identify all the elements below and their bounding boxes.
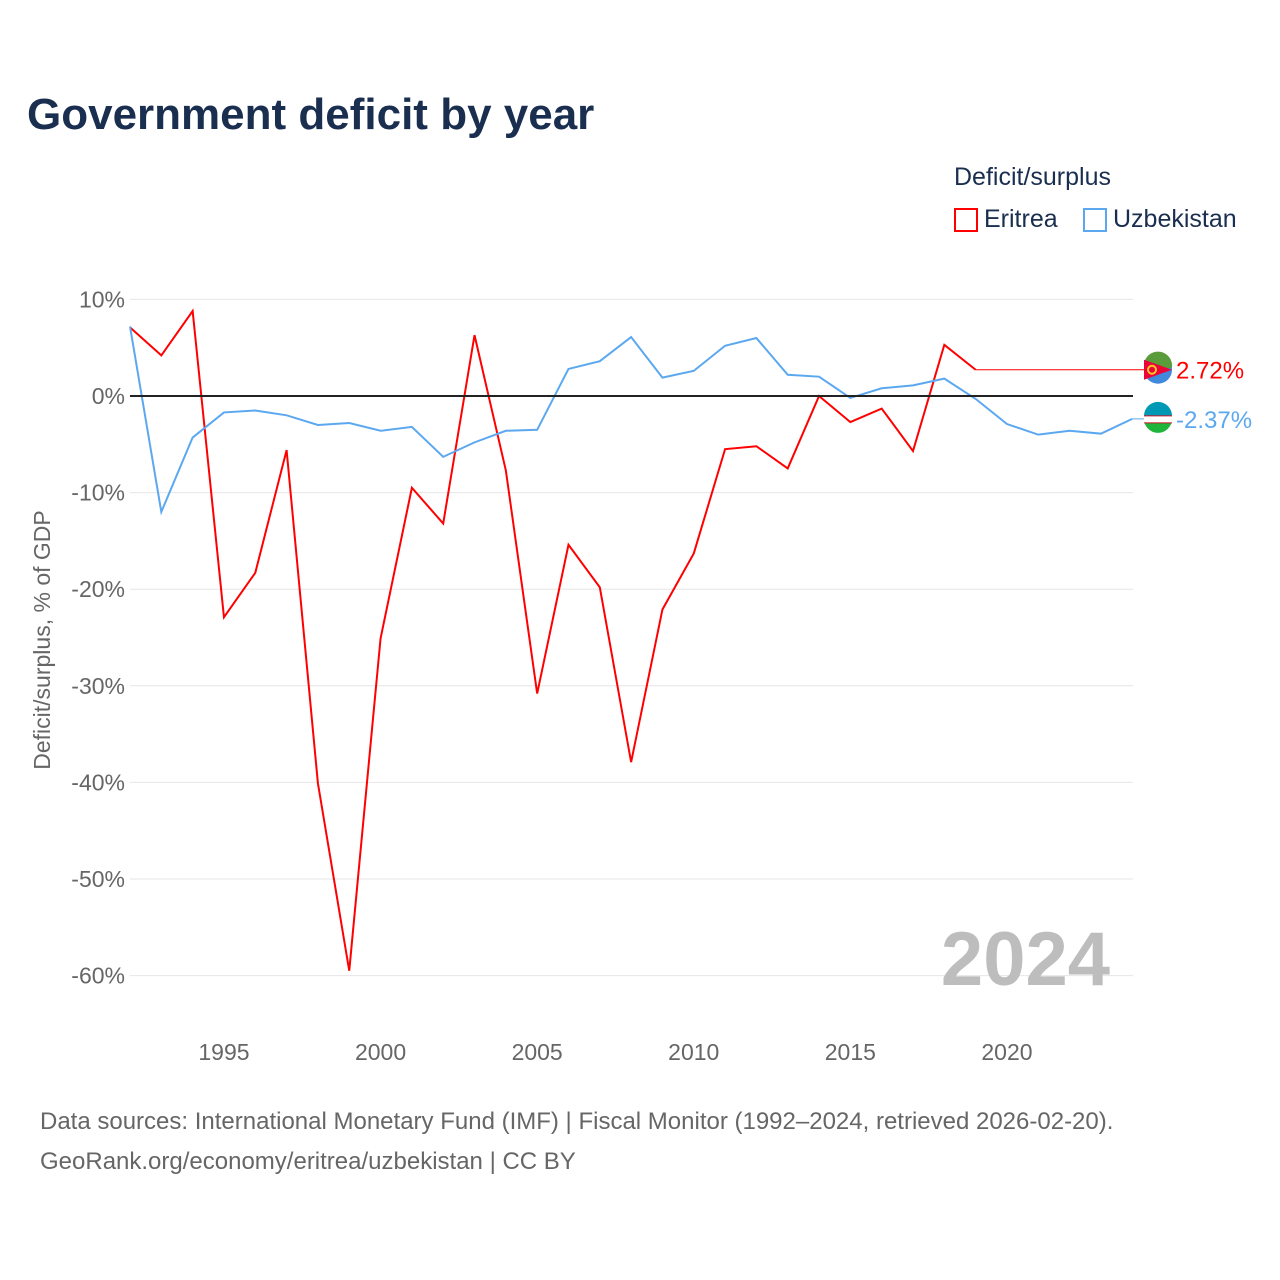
source-line-1: Data sources: International Monetary Fun… xyxy=(40,1108,1114,1135)
x-tick-label: 2005 xyxy=(512,1039,563,1065)
legend-title: Deficit/surplus xyxy=(954,163,1111,191)
legend-label: Eritrea xyxy=(984,205,1058,233)
legend-label: Uzbekistan xyxy=(1113,205,1237,233)
x-tick-label: 1995 xyxy=(198,1039,249,1065)
legend-item-uzbekistan[interactable]: Uzbekistan xyxy=(1083,205,1237,234)
legend-swatch xyxy=(954,207,978,232)
y-tick-label: -30% xyxy=(71,673,125,699)
y-tick-label: -50% xyxy=(71,866,125,892)
x-tick-label: 2015 xyxy=(825,1039,876,1065)
series-line-eritrea xyxy=(129,308,977,971)
y-tick-label: -20% xyxy=(71,576,125,602)
legend-item-eritrea[interactable]: Eritrea xyxy=(954,205,1058,234)
y-tick-label: -40% xyxy=(71,769,125,795)
flag-part xyxy=(1144,359,1172,380)
x-tick-label: 2010 xyxy=(668,1039,719,1065)
x-tick-label: 2000 xyxy=(355,1039,406,1065)
flag-part xyxy=(1147,364,1157,375)
flag-part xyxy=(1144,415,1172,423)
y-axis-label: Deficit/surplus, % of GDP xyxy=(29,510,55,769)
end-value-label: 2.72% xyxy=(1176,358,1244,385)
chart-title: Government deficit by year xyxy=(27,90,595,139)
end-value-label: -2.37% xyxy=(1176,407,1252,434)
series-line-uzbekistan xyxy=(129,326,1133,516)
y-tick-label: -10% xyxy=(71,480,125,506)
x-tick-label: 2020 xyxy=(981,1039,1032,1065)
y-tick-label: 10% xyxy=(79,286,125,312)
flag-part xyxy=(1144,401,1172,416)
y-tick-label: 0% xyxy=(92,383,125,409)
source-line-2[interactable]: GeoRank.org/economy/eritrea/uzbekistan |… xyxy=(40,1148,576,1175)
y-tick-label: -60% xyxy=(71,963,125,989)
legend-swatch xyxy=(1083,207,1107,232)
year-watermark: 2024 xyxy=(941,917,1110,1002)
